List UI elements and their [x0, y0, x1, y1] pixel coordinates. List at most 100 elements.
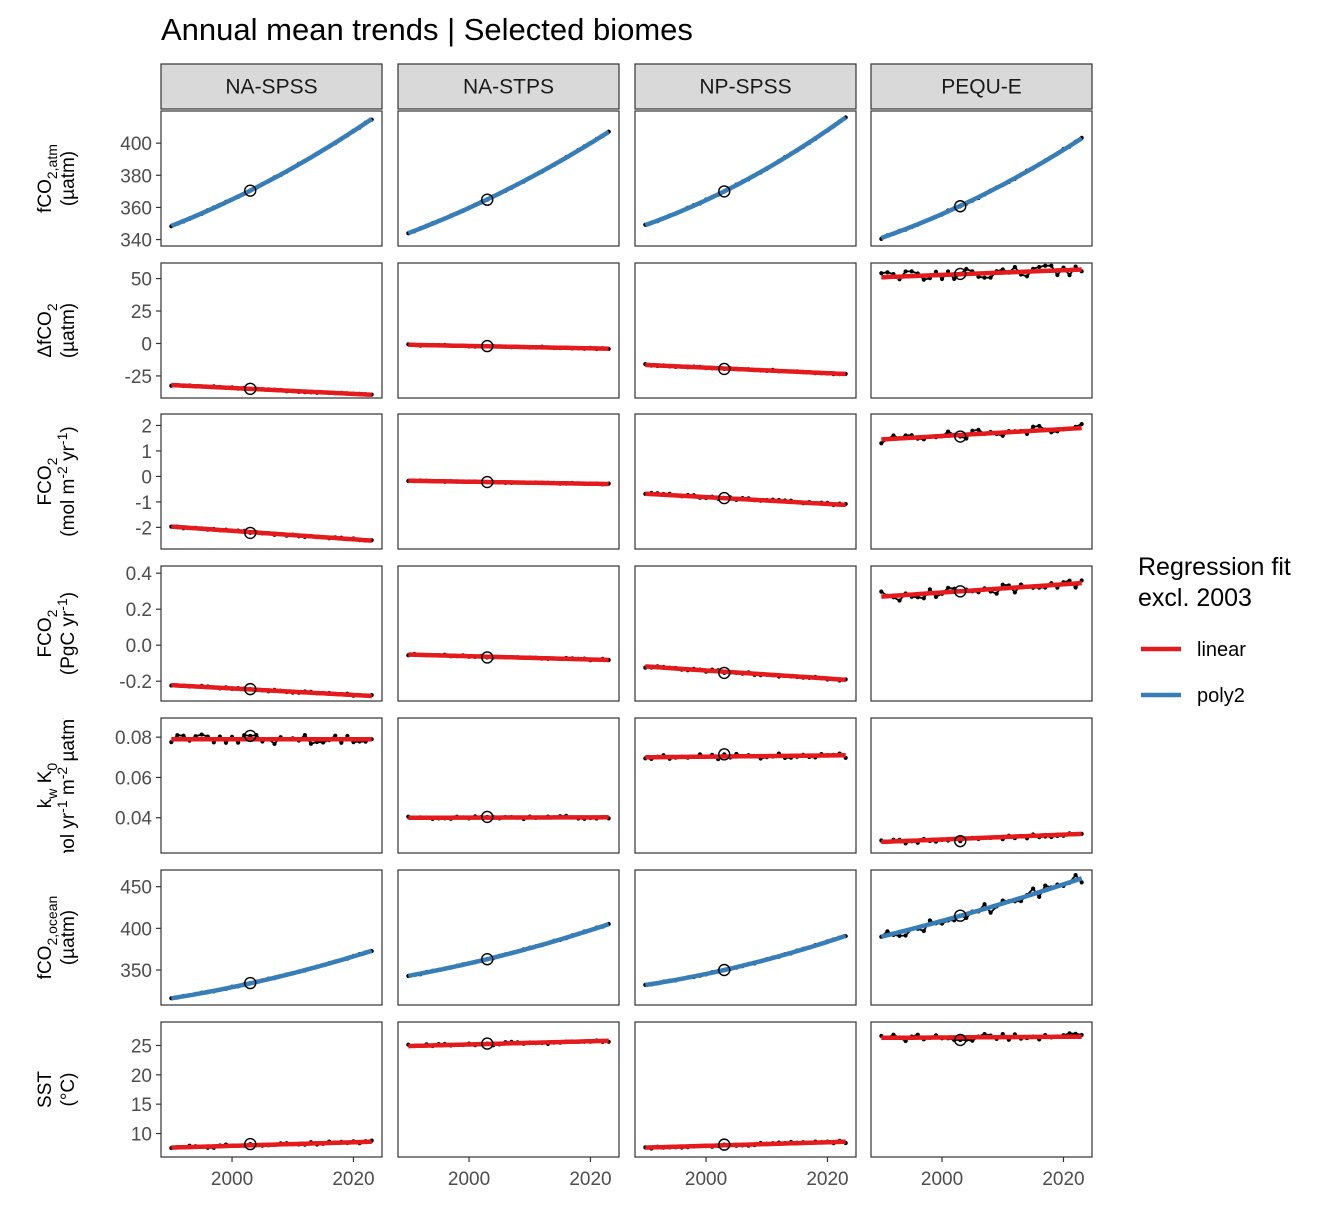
- y-tick-label: 340: [120, 231, 152, 252]
- x-tick-label: 2000: [921, 1169, 963, 1190]
- panel-background: [635, 1022, 856, 1157]
- excluded-year-marker: [481, 651, 494, 664]
- facet-panel: [397, 717, 620, 854]
- poly2-fit-line: [880, 876, 1083, 939]
- excluded-year-marker: [718, 963, 731, 977]
- linear-fit-line: [645, 1139, 846, 1150]
- facet-panel: [397, 413, 620, 550]
- panel-background: [635, 566, 856, 701]
- observation-point: [903, 1038, 908, 1044]
- panel-border: [634, 565, 857, 702]
- observation-point: [223, 740, 229, 745]
- y-tick-label: 0: [141, 334, 152, 355]
- panel-background: [398, 718, 619, 853]
- panel-border: [160, 110, 383, 247]
- facet-panel: [160, 565, 383, 702]
- panel-background: [398, 566, 619, 701]
- facet-strip-label: NA-STPS: [463, 76, 554, 99]
- panel-border: [160, 717, 383, 854]
- facet-panel: [634, 565, 857, 702]
- facet-panel: [634, 110, 857, 247]
- facet-panel: [870, 413, 1093, 550]
- excluded-year-marker: [954, 200, 967, 213]
- y-tick-label: -1: [135, 493, 152, 514]
- panel-background: [871, 718, 1092, 853]
- excluded-year-marker: [954, 834, 967, 848]
- observation-point: [1049, 263, 1054, 268]
- panel-border: [870, 869, 1093, 1006]
- excluded-year-marker: [481, 952, 494, 966]
- observation-point: [879, 589, 884, 594]
- excluded-year-marker: [954, 909, 967, 922]
- excluded-year-marker: [244, 682, 257, 696]
- facet-panel: [160, 869, 383, 1006]
- observation-point: [946, 429, 951, 434]
- x-axes: 2000 2020 2000 2020 2000 2020 2000 2020: [211, 1157, 1085, 1190]
- observation-point: [988, 910, 993, 915]
- observation-point: [921, 596, 926, 601]
- facet-strip-label: NA-SPSS: [225, 76, 317, 99]
- facet-panel: [160, 717, 383, 854]
- panel-border: [870, 110, 1093, 247]
- facet-strip-box: [160, 63, 383, 110]
- facet-panel: [634, 413, 857, 550]
- poly2-fit-line: [170, 117, 373, 228]
- observation-point: [272, 741, 277, 747]
- excluded-year-marker: [244, 976, 257, 990]
- panel-background: [161, 870, 382, 1005]
- observation-point: [1037, 264, 1042, 270]
- facet-panel: [160, 262, 383, 399]
- observation-point: [1067, 1031, 1072, 1036]
- excluded-year-marker: [718, 1138, 731, 1151]
- y-axis-title: ΔfCO2(µatm): [35, 303, 79, 358]
- facet-strip-box: [397, 63, 620, 110]
- observation-point: [879, 271, 884, 276]
- panel-border: [870, 565, 1093, 702]
- y-axis-title: fCO2,ocean(µatm): [35, 896, 79, 980]
- y-tick-label: -0.2: [119, 672, 152, 693]
- facet-panels: [160, 110, 1093, 1158]
- y-tick-label: 2: [141, 416, 152, 437]
- excluded-year-marker: [718, 666, 731, 680]
- legend-label: poly2: [1197, 685, 1245, 707]
- excluded-year-marker: [481, 475, 494, 489]
- linear-fit-line: [171, 1139, 372, 1150]
- y-tick-label: 350: [120, 961, 152, 982]
- linear-fit-line: [645, 753, 846, 760]
- facet-panel: [160, 1021, 383, 1158]
- poly2-fit-line: [880, 136, 1083, 241]
- panel-background: [161, 263, 382, 398]
- y-axis-title-line: SST: [35, 1071, 56, 1108]
- panel-border: [160, 1021, 383, 1158]
- observation-point: [1079, 880, 1084, 885]
- poly2-fit-line: [407, 922, 610, 979]
- y-tick-label: 450: [120, 878, 152, 899]
- linear-fit-line: [408, 478, 609, 487]
- y-axis-title-line: (PgC yr-1): [54, 592, 79, 675]
- excluded-year-marker: [481, 193, 494, 206]
- linear-fit-line: [171, 682, 372, 699]
- observation-point: [879, 441, 884, 446]
- observation-point: [1000, 582, 1005, 587]
- panel-border: [397, 110, 620, 247]
- y-axis-title: FCO2(PgC yr-1): [35, 592, 79, 675]
- linear-fit-line: [408, 1038, 609, 1049]
- excluded-year-marker: [718, 185, 731, 198]
- observation-point: [897, 933, 902, 938]
- excluded-year-marker: [481, 810, 494, 824]
- y-tick-label: 0.06: [115, 768, 152, 789]
- facet-panel: [870, 869, 1093, 1006]
- chart-title: Annual mean trends | Selected biomes: [161, 12, 693, 47]
- observation-point: [175, 733, 180, 738]
- facet-panel: [870, 262, 1093, 399]
- observation-point: [988, 275, 993, 280]
- y-tick-label: 0: [141, 467, 152, 488]
- excluded-year-marker: [481, 339, 494, 353]
- facet-panel: [160, 110, 383, 247]
- observation-point: [982, 275, 987, 280]
- y-axis-title-line: (µatm): [58, 910, 79, 965]
- observation-point: [927, 918, 932, 923]
- panel-border: [397, 262, 620, 399]
- excluded-year-marker: [244, 184, 257, 197]
- panel-background: [161, 566, 382, 701]
